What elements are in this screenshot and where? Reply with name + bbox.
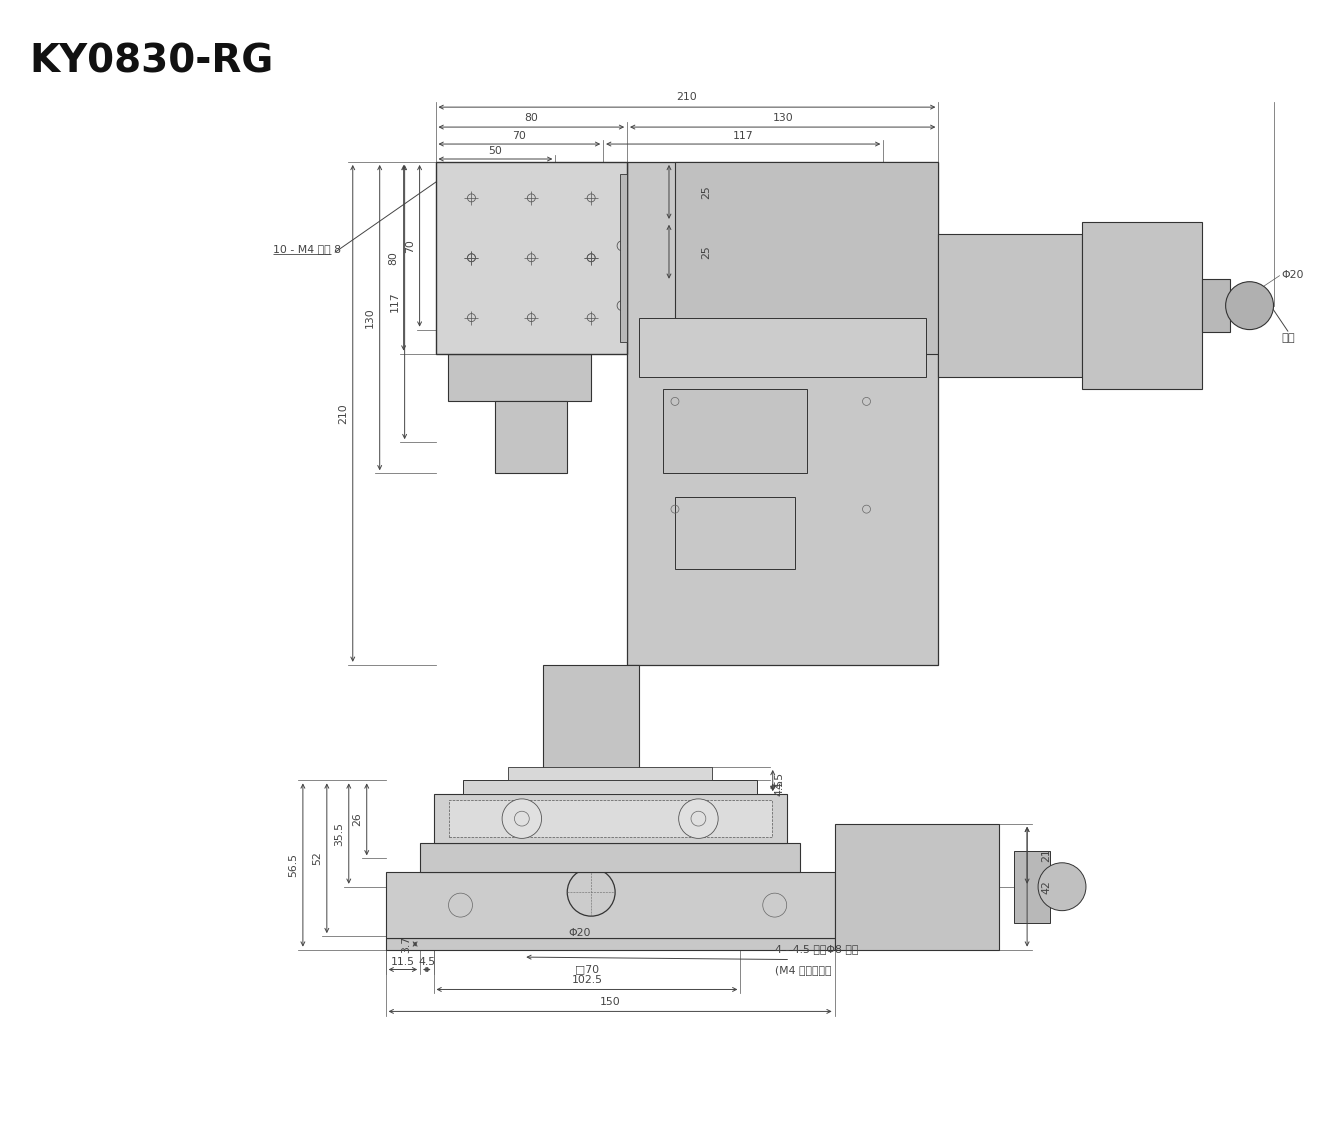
Text: 21: 21: [1041, 849, 1050, 862]
Text: Φ20: Φ20: [568, 928, 591, 938]
Bar: [449, 800, 772, 837]
Text: 70: 70: [513, 131, 526, 141]
Bar: [436, 162, 627, 353]
Text: 3.7: 3.7: [401, 935, 412, 953]
Text: 130: 130: [365, 307, 374, 328]
Bar: [385, 871, 834, 938]
Text: 35.5: 35.5: [333, 821, 344, 845]
Text: 70: 70: [405, 239, 414, 252]
Bar: [448, 353, 591, 401]
Bar: [495, 401, 567, 474]
Circle shape: [1038, 862, 1086, 911]
Text: 210: 210: [337, 403, 348, 424]
Text: 56.5: 56.5: [288, 853, 297, 877]
Bar: [385, 938, 834, 950]
Text: 25: 25: [701, 185, 710, 199]
Text: 旋钮: 旋钮: [1282, 333, 1295, 343]
Text: 25: 25: [701, 245, 710, 259]
Bar: [834, 824, 999, 950]
Text: 42: 42: [1041, 880, 1050, 894]
Bar: [543, 665, 639, 796]
Bar: [1015, 851, 1050, 922]
Bar: [939, 234, 1082, 377]
Text: 4 - 4.5 通孔Φ8 沉孔: 4 - 4.5 通孔Φ8 沉孔: [776, 944, 859, 953]
Text: 4.5: 4.5: [774, 772, 785, 790]
Text: 150: 150: [600, 997, 620, 1008]
Bar: [627, 162, 939, 665]
Bar: [433, 794, 786, 843]
Text: Φ20: Φ20: [1282, 269, 1304, 279]
Bar: [420, 843, 801, 871]
Text: 117: 117: [733, 131, 753, 141]
Text: 117: 117: [389, 292, 400, 312]
Bar: [1202, 279, 1231, 332]
Text: 50: 50: [489, 147, 502, 156]
Bar: [639, 318, 927, 377]
Text: 4.5: 4.5: [418, 957, 436, 967]
Text: 10 - M4 深度 8: 10 - M4 深度 8: [274, 244, 341, 253]
Bar: [509, 767, 712, 780]
Bar: [567, 796, 615, 844]
Bar: [675, 498, 794, 569]
Circle shape: [502, 799, 542, 838]
Bar: [620, 174, 627, 342]
Text: 102.5: 102.5: [571, 976, 603, 985]
Text: 130: 130: [773, 114, 793, 123]
Circle shape: [1226, 282, 1274, 329]
Bar: [463, 780, 757, 794]
Bar: [663, 390, 806, 474]
Text: 80: 80: [525, 114, 538, 123]
Text: 26: 26: [352, 812, 361, 826]
Text: 80: 80: [389, 251, 398, 265]
Text: KY0830-RG: KY0830-RG: [29, 42, 274, 81]
Text: (M4 用螺栓孔）: (M4 用螺栓孔）: [776, 966, 831, 976]
Text: 11.5: 11.5: [390, 957, 414, 967]
Bar: [675, 162, 939, 353]
Text: 4.5: 4.5: [774, 778, 785, 796]
Text: 210: 210: [676, 92, 697, 102]
Text: □70: □70: [575, 964, 599, 975]
Bar: [1082, 222, 1202, 390]
Circle shape: [679, 799, 718, 838]
Text: 52: 52: [312, 851, 321, 866]
